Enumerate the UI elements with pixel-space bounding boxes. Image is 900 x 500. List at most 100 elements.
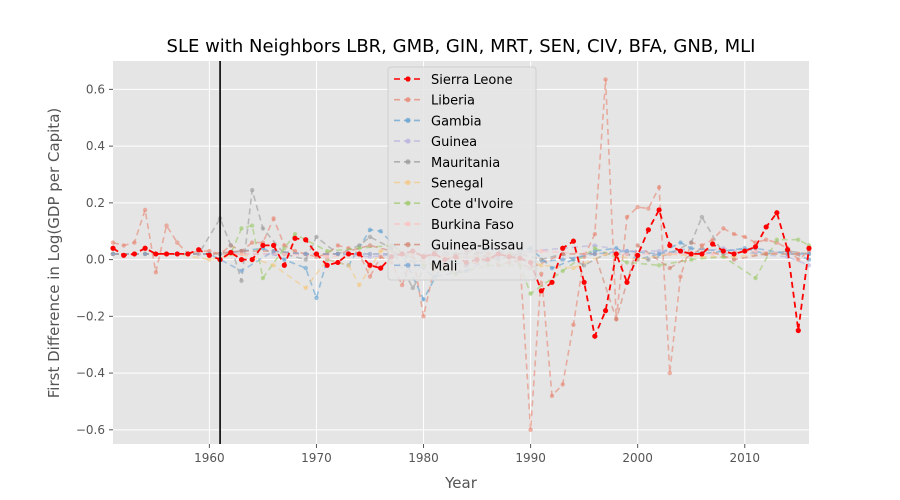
legend-item: Mali — [394, 259, 457, 274]
data-point — [271, 248, 276, 254]
data-point — [421, 297, 426, 302]
data-point — [314, 234, 319, 240]
data-point — [613, 251, 619, 257]
legend-item: Liberia — [394, 94, 475, 109]
data-point — [667, 370, 672, 376]
data-point — [239, 268, 244, 274]
data-point — [645, 227, 651, 233]
data-point — [592, 251, 598, 257]
data-point — [335, 243, 341, 248]
data-point — [153, 251, 159, 257]
data-point — [357, 282, 362, 288]
data-point — [752, 244, 759, 250]
data-point — [581, 263, 587, 268]
y-tick-label: −0.6 — [76, 423, 105, 437]
y-tick-label: −0.4 — [76, 366, 105, 380]
data-point — [592, 231, 598, 237]
data-point — [313, 251, 320, 257]
data-point — [710, 241, 716, 247]
data-point — [763, 237, 769, 242]
data-point — [688, 251, 694, 257]
data-point — [132, 240, 137, 245]
data-point — [635, 243, 640, 248]
data-point — [142, 251, 148, 257]
data-point — [763, 251, 769, 257]
y-axis-label: First Difference in Log(GDP per Capita) — [45, 108, 63, 398]
legend-label: Gambia — [431, 114, 482, 129]
legend-swatch-marker — [405, 138, 411, 144]
data-point — [303, 265, 308, 271]
data-point — [271, 216, 276, 221]
data-point — [399, 282, 405, 288]
data-point — [110, 251, 116, 257]
data-point — [571, 322, 576, 328]
data-point — [367, 234, 373, 240]
data-point — [689, 240, 694, 245]
data-point — [624, 214, 630, 220]
data-point — [763, 224, 769, 230]
data-point — [678, 274, 683, 279]
data-point — [560, 268, 565, 274]
data-point — [345, 251, 352, 257]
data-point — [656, 185, 662, 190]
series-line — [113, 224, 810, 295]
data-point — [806, 245, 812, 251]
data-point — [560, 251, 565, 257]
data-point — [121, 243, 126, 248]
legend-label: Sierra Leone — [431, 73, 513, 88]
data-point — [367, 262, 373, 268]
data-point — [592, 333, 598, 339]
data-point — [292, 231, 298, 237]
data-point — [281, 262, 287, 268]
data-point — [421, 314, 426, 319]
data-point — [303, 251, 308, 257]
data-point — [742, 248, 748, 254]
data-point — [635, 204, 640, 210]
data-point — [539, 248, 544, 254]
x-axis-label: Year — [444, 474, 478, 492]
data-point — [260, 226, 266, 231]
data-point — [677, 248, 684, 254]
x-tick-label: 1990 — [515, 451, 546, 465]
legend-item: Senegal — [394, 177, 483, 192]
data-point — [667, 265, 672, 271]
data-point — [667, 251, 672, 257]
legend-label: Guinea-Bissau — [431, 239, 524, 254]
legend-item: Cote d'Ivoire — [394, 197, 513, 212]
data-point — [250, 223, 255, 228]
data-point — [581, 279, 587, 285]
legend-label: Cote d'Ivoire — [431, 197, 513, 212]
data-point — [689, 257, 694, 262]
data-point — [731, 257, 737, 262]
data-point — [292, 235, 298, 241]
data-point — [689, 246, 694, 251]
data-point — [110, 245, 116, 251]
data-point — [164, 223, 169, 228]
data-point — [271, 242, 277, 249]
data-point — [131, 251, 138, 257]
data-point — [624, 248, 630, 254]
data-point — [163, 251, 170, 257]
data-point — [238, 256, 245, 263]
y-tick-label: 0.0 — [86, 253, 105, 267]
data-point — [410, 285, 416, 291]
legend-swatch-marker — [405, 262, 411, 268]
data-point — [528, 291, 533, 296]
data-point — [185, 251, 191, 257]
data-point — [367, 243, 373, 248]
y-tick-label: −0.2 — [76, 309, 105, 323]
data-point — [303, 285, 308, 291]
data-point — [174, 251, 180, 257]
data-point — [303, 257, 308, 262]
x-tick-label: 2010 — [729, 451, 760, 465]
data-point — [731, 251, 737, 257]
data-point — [560, 245, 566, 251]
legend-swatch-marker — [405, 159, 411, 165]
legend-label: Senegal — [431, 177, 483, 192]
y-tick-label: 0.4 — [86, 139, 105, 153]
legend: Sierra Leone Liberia Gambia Guinea Mauritani… — [387, 66, 537, 281]
data-point — [795, 327, 801, 334]
y-tick-label: 0.2 — [86, 196, 105, 210]
data-point — [753, 275, 758, 281]
